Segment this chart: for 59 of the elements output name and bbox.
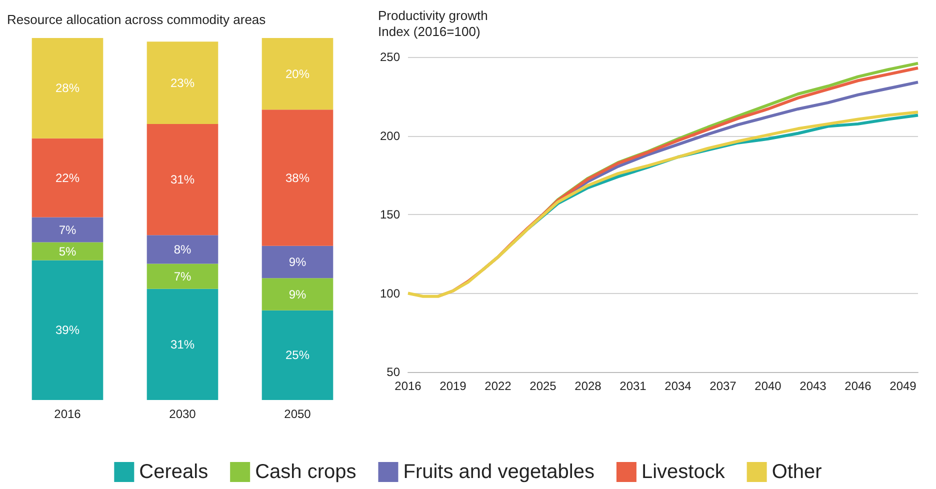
x-tick-label: 2016 bbox=[394, 379, 422, 393]
data-label: 28% bbox=[55, 81, 80, 96]
x-tick-label: 2030 bbox=[169, 407, 196, 421]
x-tick-label: 2050 bbox=[284, 407, 312, 421]
bar bbox=[146, 264, 218, 289]
bar bbox=[146, 124, 218, 236]
data-label: 38% bbox=[285, 170, 310, 185]
legend-label: Cash crops bbox=[255, 461, 356, 483]
data-label: 9% bbox=[288, 287, 306, 302]
bar bbox=[262, 110, 334, 246]
chart-title: Resource allocation across commodity areas bbox=[7, 12, 266, 27]
line-series bbox=[406, 110, 920, 298]
y-axis-title: Index (2016=100) bbox=[378, 24, 480, 39]
legend-label: Cereals bbox=[139, 461, 208, 483]
bar bbox=[146, 288, 218, 400]
x-tick-label: 2019 bbox=[440, 379, 467, 393]
data-label: 39% bbox=[55, 323, 80, 338]
data-label: 23% bbox=[170, 76, 195, 90]
bar bbox=[262, 310, 334, 400]
bar bbox=[32, 217, 104, 242]
data-label: 25% bbox=[285, 348, 310, 362]
data-label: 7% bbox=[174, 269, 192, 284]
x-tick-label: 2031 bbox=[620, 379, 647, 393]
legend-label: Livestock bbox=[641, 461, 726, 483]
legend-label: Other bbox=[772, 461, 822, 483]
data-label: 8% bbox=[174, 242, 192, 256]
data-label: 5% bbox=[58, 244, 76, 258]
chart-title: Productivity growth bbox=[378, 8, 488, 23]
bar bbox=[32, 242, 104, 260]
x-tick-label: 2025 bbox=[530, 379, 557, 393]
bar bbox=[262, 38, 334, 110]
x-tick-label: 2049 bbox=[890, 379, 917, 393]
y-tick-label: 50 bbox=[386, 365, 400, 379]
x-tick-label: 2043 bbox=[800, 379, 827, 393]
legend-label: Fruits and vegetables bbox=[403, 461, 594, 483]
y-tick-label: 100 bbox=[380, 286, 400, 300]
x-tick-label: 2046 bbox=[844, 379, 872, 393]
bar bbox=[262, 278, 334, 310]
data-label: 9% bbox=[288, 255, 306, 270]
x-tick-label: 2028 bbox=[574, 379, 602, 393]
bar bbox=[146, 42, 218, 124]
bar bbox=[32, 138, 104, 218]
x-tick-label: 2040 bbox=[754, 379, 782, 393]
y-tick-label: 150 bbox=[380, 208, 400, 222]
bar bbox=[32, 38, 104, 138]
data-label: 22% bbox=[55, 170, 80, 185]
x-tick-label: 2037 bbox=[710, 379, 737, 393]
x-tick-label: 2016 bbox=[54, 407, 82, 421]
data-label: 20% bbox=[285, 66, 310, 81]
data-label: 31% bbox=[170, 337, 195, 352]
y-tick-label: 200 bbox=[380, 128, 400, 143]
bar bbox=[146, 235, 218, 264]
y-tick-label: 250 bbox=[380, 50, 400, 64]
bar bbox=[262, 246, 334, 278]
bar bbox=[32, 260, 104, 400]
data-label: 7% bbox=[58, 222, 76, 237]
x-tick-label: 2034 bbox=[664, 379, 692, 393]
data-label: 31% bbox=[170, 172, 195, 187]
x-tick-label: 2022 bbox=[484, 379, 512, 393]
